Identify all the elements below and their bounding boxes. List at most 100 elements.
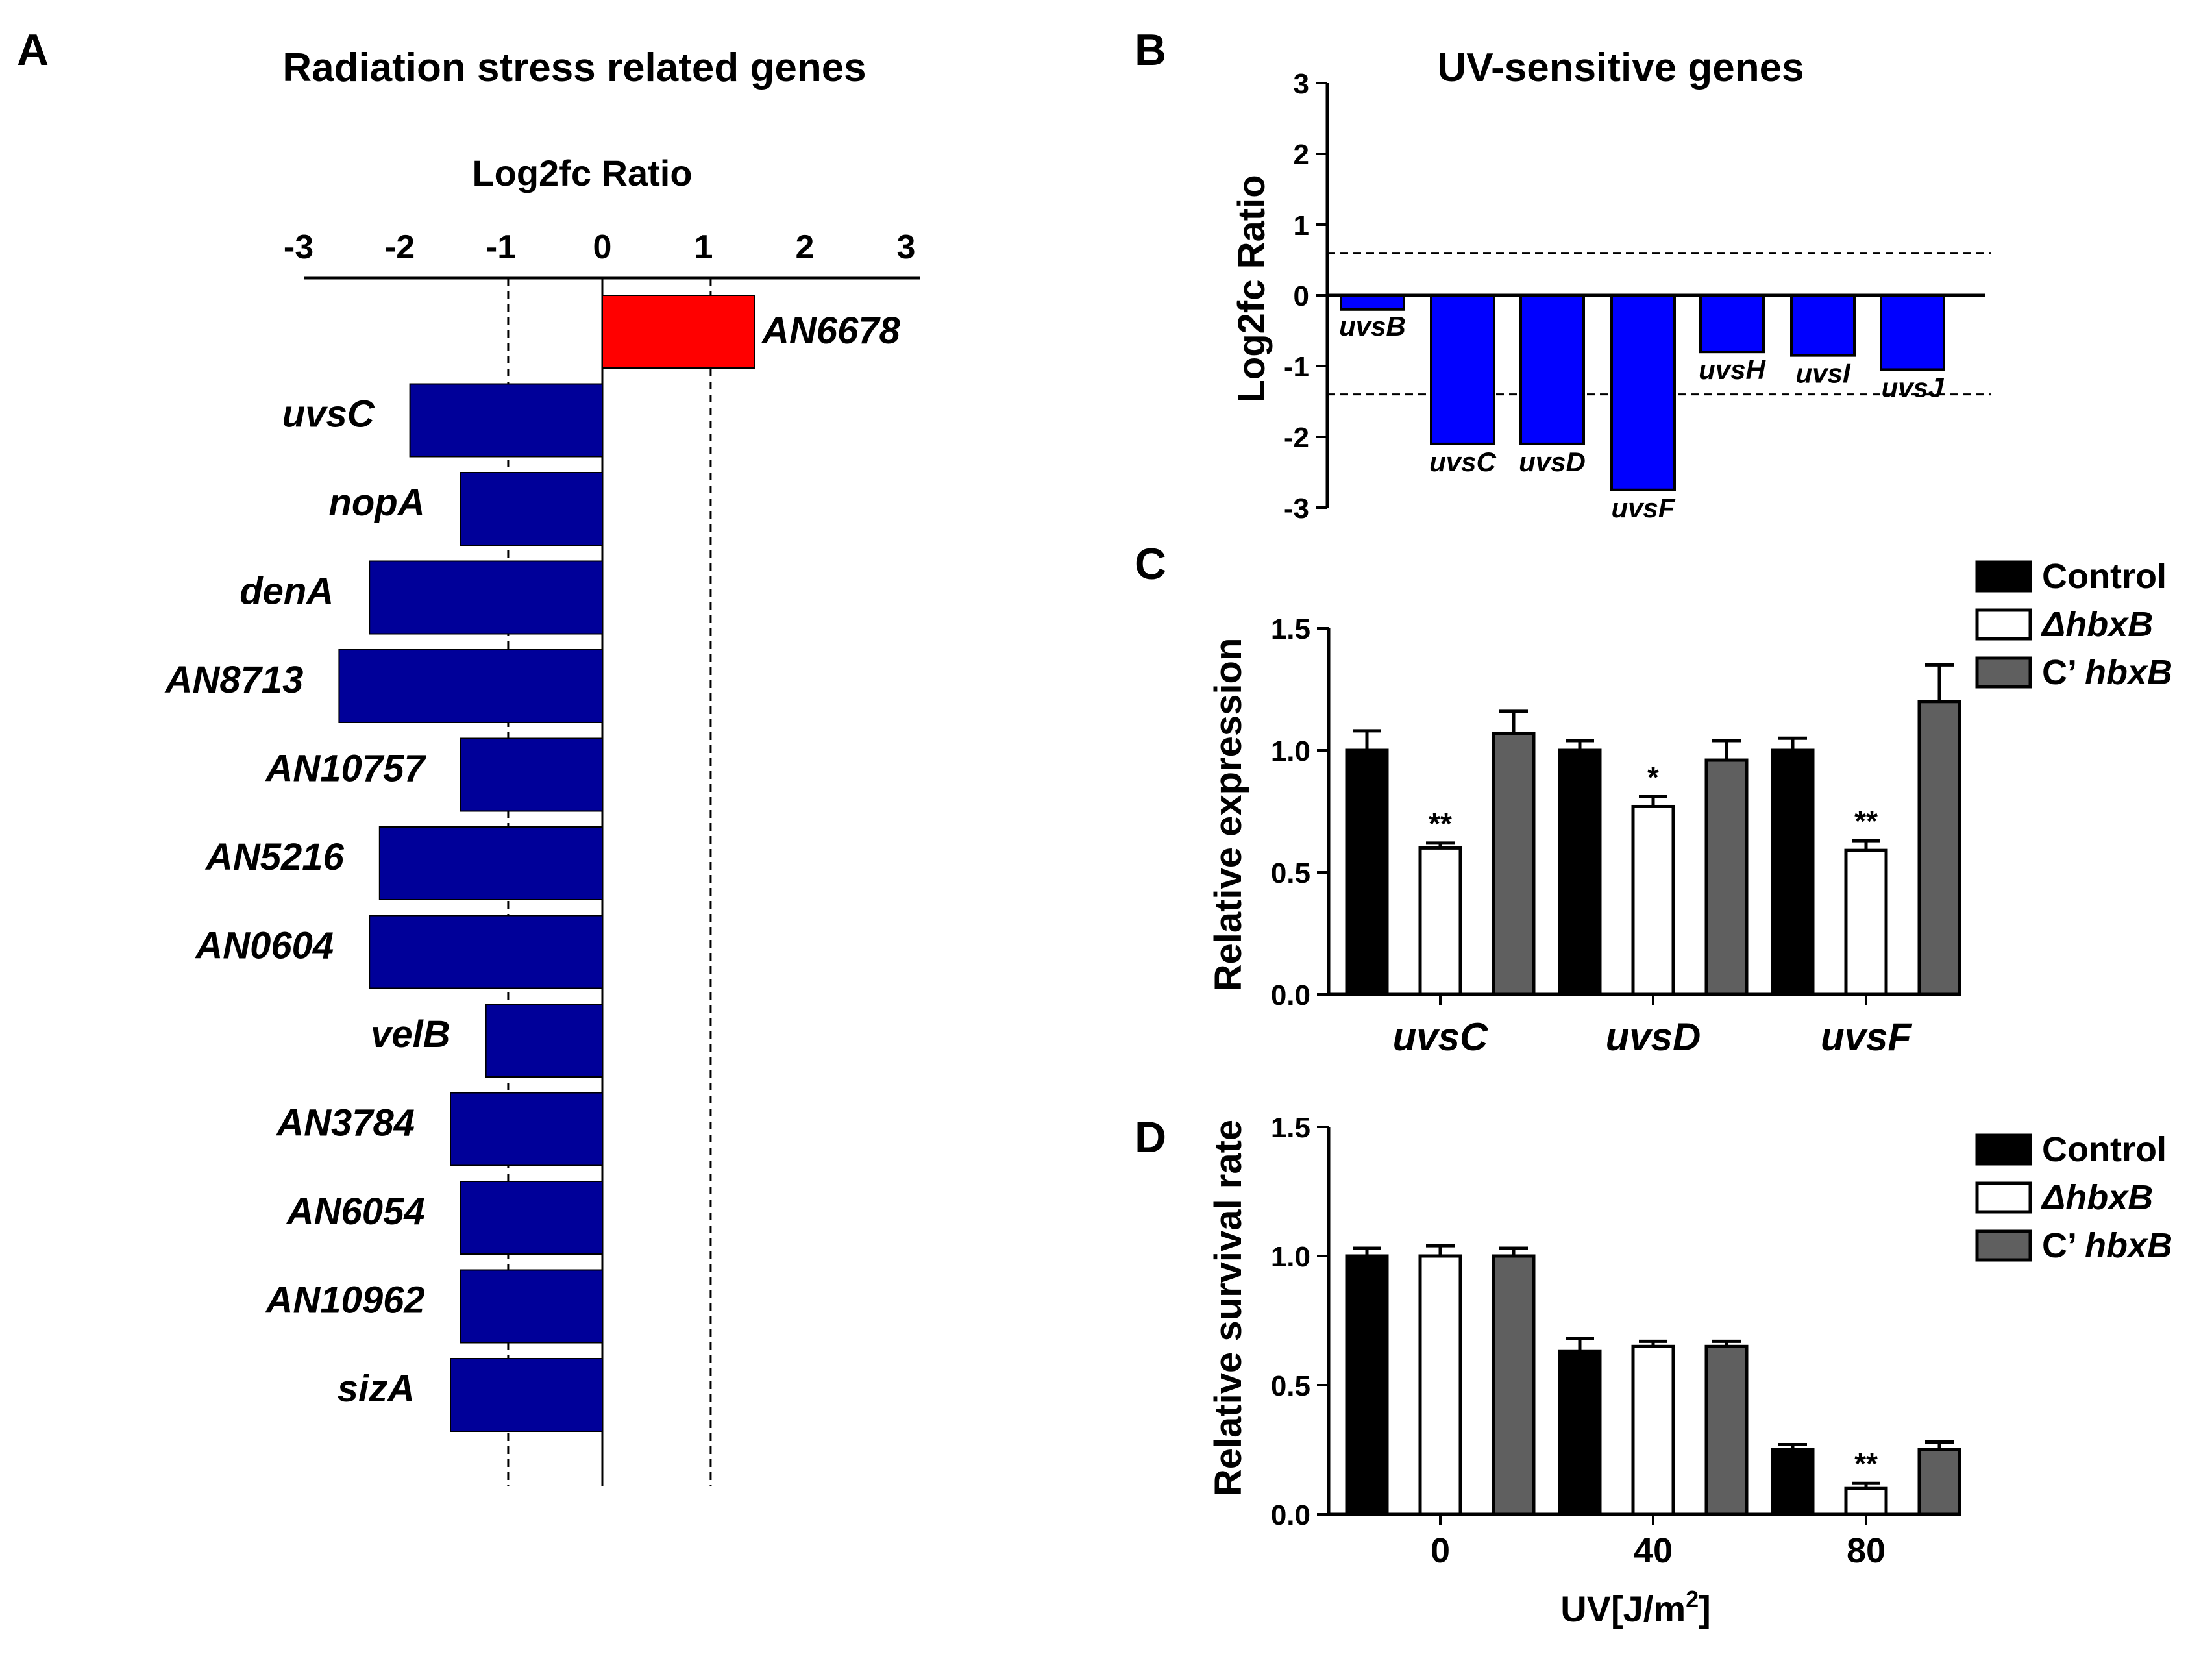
panel-b-category-label: uvsI (1795, 358, 1850, 389)
panel-c-category-label: uvsC (1393, 1015, 1489, 1059)
panel-a-x-tick-label: 3 (897, 228, 916, 266)
panel-a-bar (460, 472, 603, 546)
panel-b-y-tick-label: -1 (1284, 351, 1309, 383)
panel-d-bar-complement (1917, 1448, 1961, 1516)
panel-d-y-tick-label: 0.5 (1271, 1370, 1310, 1402)
panel-a-category-label: AN5216 (204, 836, 345, 878)
panel-a-category-label: velB (371, 1013, 450, 1055)
panel-b-bar (1519, 294, 1585, 445)
panel-c-significance-mark: ** (1429, 807, 1452, 841)
panel-d-bar-control (1345, 1254, 1389, 1516)
panel-c-y-tick-label: 1.5 (1271, 613, 1310, 645)
panel-a-bar (485, 1004, 603, 1078)
panel-c-bar-complement (1917, 700, 1961, 996)
panel-b-bar (1790, 294, 1856, 357)
panel-a-bar (369, 915, 603, 989)
panel-a-category-label: AN10962 (265, 1279, 425, 1322)
panel-a-category-label: AN0604 (194, 925, 334, 967)
panel-a-x-tick-label: 2 (796, 228, 815, 266)
panel-label-b: B (1135, 25, 1166, 75)
panel-c-bar-mutant (1844, 848, 1888, 996)
panel-b-y-tick-label: 1 (1294, 210, 1309, 241)
panel-a-category-label: AN10757 (265, 748, 427, 790)
panel-d-category-label: 40 (1634, 1531, 1673, 1570)
panel-b-y-tick-label: 3 (1294, 68, 1309, 100)
panel-b-category-label: uvsD (1519, 447, 1586, 477)
panel-a-bar (460, 1269, 603, 1344)
panel-b-bar (1430, 294, 1495, 445)
panel-c-bar-mutant (1631, 804, 1675, 996)
panel-b-category-label: uvsC (1429, 447, 1496, 477)
panel-d-legend-label-mutant: ΔhbxB (2041, 1178, 2153, 1217)
panel-c-category-label: uvsD (1606, 1015, 1701, 1059)
panel-d-y-tick-label: 1.0 (1271, 1241, 1310, 1273)
panel-d-bar-mutant (1631, 1344, 1675, 1516)
panel-a-category-label: uvsC (282, 393, 375, 436)
panel-d-bar-complement (1704, 1344, 1749, 1516)
panel-d-legend-swatch-control (1975, 1133, 2032, 1166)
panel-c-bar-control (1771, 748, 1815, 996)
panel-a-bar (450, 1092, 603, 1166)
panel-c-bar-mutant (1418, 846, 1462, 996)
panel-d-bar-control (1558, 1349, 1602, 1516)
panel-c-legend-label-control: Control (2042, 557, 2167, 596)
panel-label-a: A (17, 25, 49, 75)
panel-b-bar (1699, 294, 1765, 354)
panel-a-category-label: AN3784 (275, 1102, 415, 1144)
panel-a-bar (450, 1358, 603, 1432)
panel-c-legend-swatch-complement (1975, 656, 2032, 689)
panel-a-x-tick-label: -1 (486, 228, 516, 266)
panel-a-title: Radiation stress related genes (282, 45, 866, 90)
panel-d-x-axis-title: UV[J/m2] (1560, 1586, 1711, 1629)
panel-c-legend-label-complement: C’ hbxB (2042, 653, 2172, 692)
panel-d-category-label: 0 (1431, 1531, 1450, 1570)
panel-d-category-label: 80 (1847, 1531, 1886, 1570)
panel-c-legend-swatch-control (1975, 560, 2032, 593)
panel-a-x-tick-label: 1 (694, 228, 713, 266)
panel-c-significance-mark: * (1647, 760, 1659, 794)
panel-a-axis-label: Log2fc Ratio (472, 153, 692, 193)
panel-b-bar (1880, 294, 1945, 371)
panel-d-legend-label-control: Control (2042, 1130, 2167, 1169)
panel-a-bar (460, 737, 603, 812)
panel-b-y-tick-label: -3 (1284, 493, 1309, 524)
panel-b-category-label: uvsF (1611, 493, 1675, 523)
panel-a-bar (378, 826, 603, 900)
panel-a-category-label: nopA (328, 482, 424, 524)
panel-a-bar (460, 1181, 603, 1255)
panel-a-bar (369, 560, 603, 635)
panel-b-y-tick-label: 2 (1294, 139, 1309, 171)
panel-b-category-label: uvsJ (1882, 372, 1945, 402)
panel-label-c: C (1135, 539, 1166, 589)
panel-a: -3 -2 -1 0 1 2 3 AN6678 uvsC nopA denA AN8713 AN1075… (164, 228, 920, 1486)
panel-c-bar-complement (1492, 732, 1536, 996)
panel-c-bar-control (1345, 748, 1389, 996)
panel-a-x-tick-label: -2 (385, 228, 415, 266)
panel-b-y-tick-label: 0 (1294, 280, 1309, 312)
panel-c-bar-control (1558, 748, 1602, 996)
panel-c-y-tick-label: 1.0 (1271, 735, 1310, 767)
panel-b-bar (1610, 294, 1676, 491)
panel-c-bar-complement (1704, 758, 1749, 996)
panel-a-category-label: denA (240, 571, 334, 613)
panel-a-x-tick-label: 0 (593, 228, 612, 266)
panel-a-bar (602, 295, 755, 369)
panel-d-y-tick-label: 1.5 (1271, 1112, 1310, 1144)
panel-c: 0.0 0.5 1.0 1.5 ** uvsC * uvsD ** uvsF Control Δhbx… (1271, 557, 2172, 1059)
panel-c-category-label: uvsF (1821, 1015, 1912, 1059)
panel-a-category-label: AN6678 (761, 310, 901, 352)
panel-b-category-label: uvsH (1699, 354, 1766, 385)
panel-c-axis-label: Relative expression (1207, 638, 1249, 992)
panel-b: 3 2 1 0 -1 -2 -3 uvsB uvsC uvsD uvsF uvsH uvsI uvsJ (1284, 68, 1991, 524)
panel-d: 0.0 0.5 1.0 1.5 0 40 ** 80 Control ΔhbxB C’ hbxB (1271, 1112, 2172, 1570)
panel-d-bar-mutant (1418, 1254, 1462, 1516)
panel-a-category-label: AN8713 (164, 659, 304, 701)
panel-d-bar-complement (1492, 1254, 1536, 1516)
panel-b-y-tick-label: -2 (1284, 422, 1309, 454)
panel-a-x-tick-label: -3 (284, 228, 313, 266)
panel-c-y-tick-label: 0.5 (1271, 857, 1310, 889)
panel-d-y-tick-label: 0.0 (1271, 1499, 1310, 1531)
panel-b-title: UV-sensitive genes (1437, 45, 1804, 90)
panel-c-legend-swatch-mutant (1975, 608, 2032, 641)
panel-d-axis-label: Relative survival rate (1207, 1120, 1249, 1496)
